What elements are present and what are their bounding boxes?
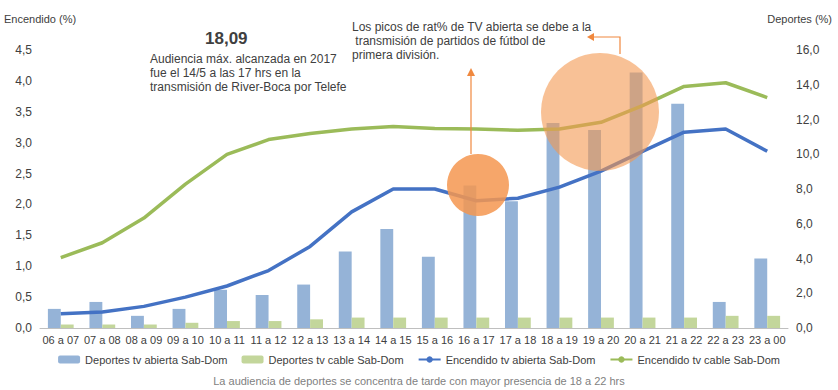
- svg-text:12 a 13: 12 a 13: [292, 334, 329, 346]
- svg-text:Encendido tv abierta Sab-Dom: Encendido tv abierta Sab-Dom: [446, 354, 596, 366]
- svg-text:0,0: 0,0: [796, 321, 813, 335]
- svg-text:Encendido (%): Encendido (%): [4, 13, 76, 25]
- svg-text:8,0: 8,0: [796, 182, 813, 196]
- svg-text:08 a 09: 08 a 09: [126, 334, 163, 346]
- svg-text:22 a 23: 22 a 23: [707, 334, 744, 346]
- svg-text:Audiencia máx. alcanzada en 20: Audiencia máx. alcanzada en 2017: [150, 52, 340, 66]
- svg-text:6,0: 6,0: [796, 217, 813, 231]
- svg-text:3,0: 3,0: [15, 136, 32, 150]
- svg-text:14 a 15: 14 a 15: [375, 334, 412, 346]
- svg-text:2,5: 2,5: [15, 167, 32, 181]
- svg-text:primera división.: primera división.: [352, 48, 439, 62]
- svg-text:11 a 12: 11 a 12: [251, 334, 287, 346]
- svg-text:09 a 10: 09 a 10: [167, 334, 204, 346]
- svg-text:14,0: 14,0: [796, 78, 820, 92]
- svg-text:1,0: 1,0: [15, 259, 32, 273]
- svg-text:10 a 11: 10 a 11: [209, 334, 245, 346]
- svg-text:20 a 21: 20 a 21: [624, 334, 661, 346]
- svg-text:18 a 19: 18 a 19: [541, 334, 578, 346]
- svg-text:07 a 08: 07 a 08: [84, 334, 121, 346]
- svg-text:transmisión de River-Boca por: transmisión de River-Boca por Telefe: [150, 80, 347, 94]
- svg-text:23 a 00: 23 a 00: [749, 334, 786, 346]
- svg-text:17 a 18: 17 a 18: [500, 334, 537, 346]
- svg-text:4,0: 4,0: [15, 74, 32, 88]
- svg-text:1,5: 1,5: [15, 228, 32, 242]
- svg-text:Deportes tv cable Sab-Dom: Deportes tv cable Sab-Dom: [269, 354, 404, 366]
- svg-text:12,0: 12,0: [796, 113, 820, 127]
- svg-text:Encendido tv cable Sab-Dom: Encendido tv cable Sab-Dom: [637, 354, 779, 366]
- svg-text:19 a 20: 19 a 20: [583, 334, 620, 346]
- svg-text:2,0: 2,0: [796, 286, 813, 300]
- svg-text:fue el 14/5 a las 17 hrs en la: fue el 14/5 a las 17 hrs en la: [150, 66, 304, 80]
- svg-text:Deportes tv abierta Sab-Dom: Deportes tv abierta Sab-Dom: [85, 354, 227, 366]
- svg-text:16,0: 16,0: [796, 43, 820, 57]
- svg-text:10,0: 10,0: [796, 147, 820, 161]
- svg-text:Los picos de rat% de TV abiert: Los picos de rat% de TV abierta se debe …: [352, 20, 592, 34]
- svg-text:Deportes (%): Deportes (%): [767, 13, 832, 25]
- svg-text:2,0: 2,0: [15, 197, 32, 211]
- svg-text:16 a 17: 16 a 17: [458, 334, 495, 346]
- svg-text:18,09: 18,09: [205, 29, 248, 48]
- svg-text:06 a 07: 06 a 07: [42, 334, 79, 346]
- svg-text:4,5: 4,5: [15, 43, 32, 57]
- svg-text:3,5: 3,5: [15, 105, 32, 119]
- svg-text:4,0: 4,0: [796, 252, 813, 266]
- svg-text:0,5: 0,5: [15, 290, 32, 304]
- svg-text:15 a 16: 15 a 16: [416, 334, 453, 346]
- svg-text:0,0: 0,0: [15, 321, 32, 335]
- svg-text:transmisión de partidos de fút: transmisión de partidos de fútbol de: [352, 34, 549, 48]
- svg-text:La audiencia de deportes se co: La audiencia de deportes se concentra de…: [213, 375, 625, 387]
- svg-text:13 a 14: 13 a 14: [333, 334, 370, 346]
- svg-text:21 a 22: 21 a 22: [666, 334, 703, 346]
